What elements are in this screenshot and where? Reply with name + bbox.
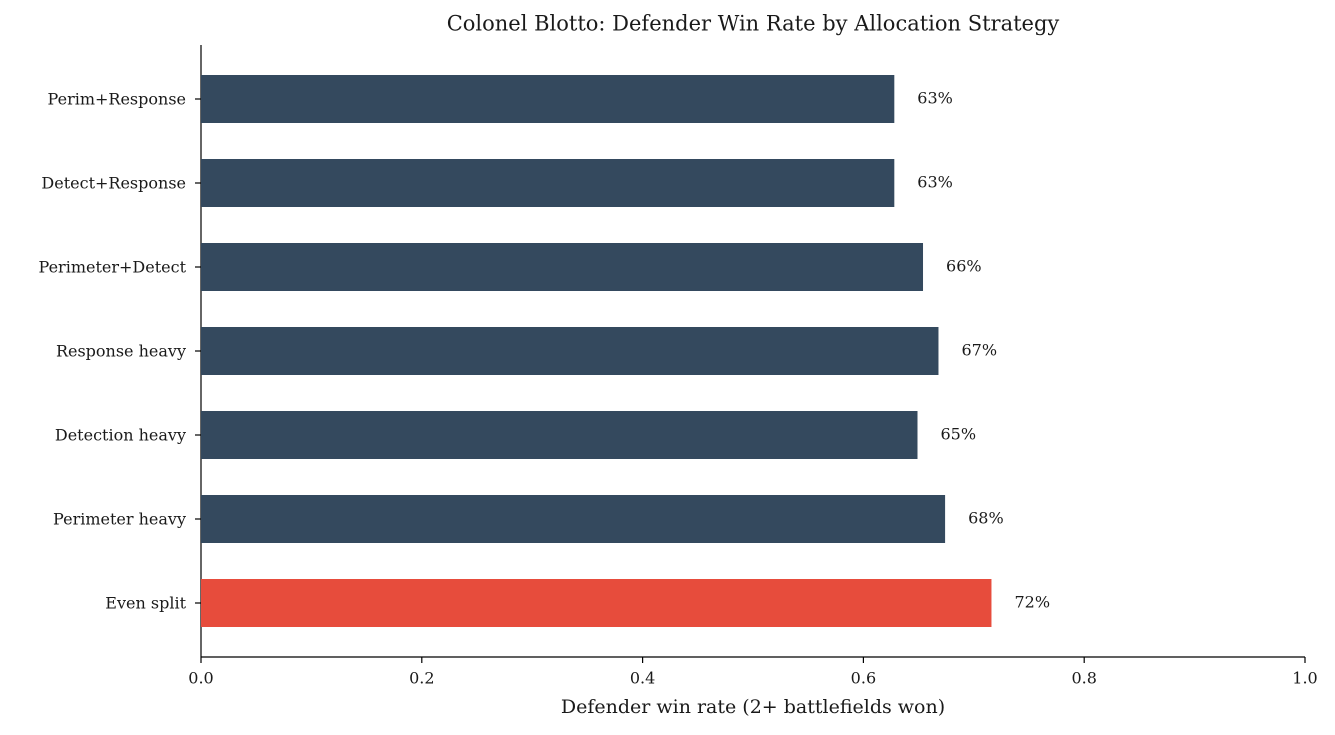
bar	[201, 411, 918, 459]
y-tick-label: Perimeter+Detect	[39, 258, 187, 277]
x-tick-label: 0.8	[1071, 669, 1096, 688]
y-tick-label: Perimeter heavy	[53, 510, 186, 529]
y-tick-label: Detect+Response	[41, 174, 186, 193]
bar	[201, 327, 939, 375]
value-label: 65%	[940, 425, 976, 444]
y-tick-label: Response heavy	[56, 342, 186, 361]
bar	[201, 75, 895, 123]
x-axis-label: Defender win rate (2+ battlefields won)	[561, 696, 945, 718]
value-label: 72%	[1014, 593, 1050, 612]
x-tick-label: 0.0	[188, 669, 213, 688]
bar	[201, 579, 992, 627]
y-tick-label: Perim+Response	[48, 90, 186, 109]
bar	[201, 159, 895, 207]
y-tick-label: Even split	[105, 594, 186, 613]
value-label: 63%	[917, 173, 953, 192]
x-tick-label: 0.6	[851, 669, 876, 688]
value-label: 68%	[968, 509, 1004, 528]
value-label: 63%	[917, 89, 953, 108]
chart-title: Colonel Blotto: Defender Win Rate by All…	[447, 12, 1060, 36]
value-label: 66%	[946, 257, 982, 276]
value-label: 67%	[961, 341, 997, 360]
x-tick-label: 1.0	[1292, 669, 1317, 688]
bar	[201, 243, 924, 291]
y-tick-label: Detection heavy	[55, 426, 186, 445]
x-tick-label: 0.4	[630, 669, 655, 688]
bar	[201, 495, 946, 543]
x-tick-label: 0.2	[409, 669, 434, 688]
